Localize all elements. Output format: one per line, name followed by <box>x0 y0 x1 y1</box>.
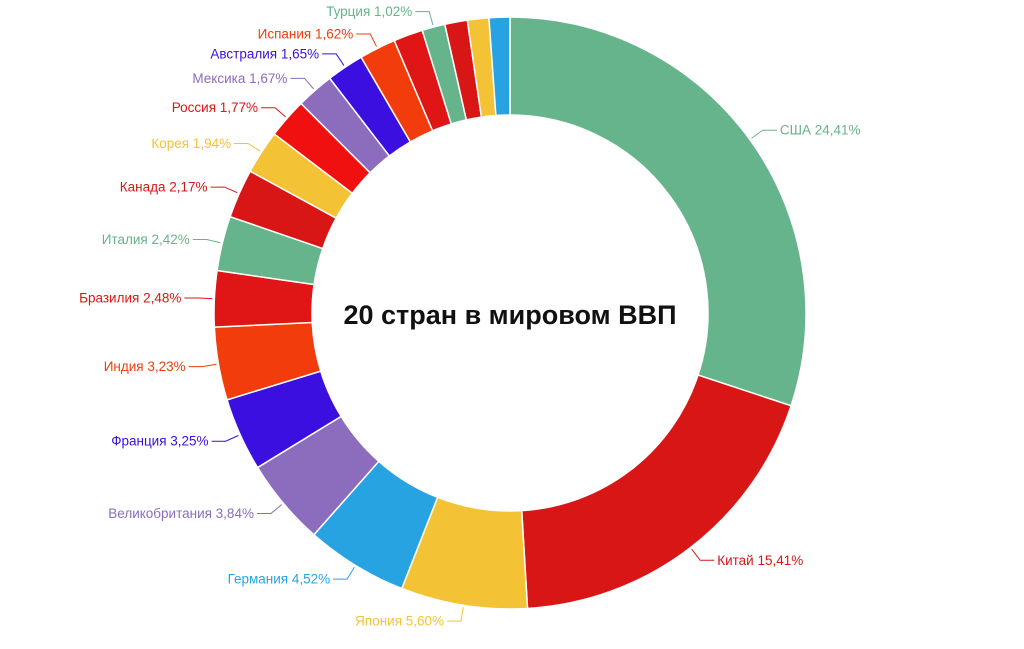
leader-indiya <box>188 363 217 368</box>
leader-velikobritaniya <box>256 504 283 515</box>
leader-turciya <box>415 11 434 26</box>
label-yaponiya: Япония 5,60% <box>355 614 444 629</box>
label-meksika: Мексика 1,67% <box>192 71 287 86</box>
leader-meksika <box>290 77 314 90</box>
label-turciya: Турция 1,02% <box>326 4 412 19</box>
label-ssha: США 24,41% <box>780 123 861 138</box>
leader-germaniya <box>333 566 355 580</box>
label-germaniya: Германия 4,52% <box>228 572 331 587</box>
leader-yaponiya <box>447 607 464 622</box>
label-italiya: Италия 2,42% <box>102 232 190 247</box>
label-kitay: Китай 15,41% <box>717 553 803 568</box>
label-franciya: Франция 3,25% <box>111 434 208 449</box>
label-koreya: Корея 1,94% <box>151 136 231 151</box>
center-title: 20 стран в мировом ВВП <box>343 300 676 330</box>
label-indiya: Индия 3,23% <box>104 359 186 374</box>
label-kanada: Канада 2,17% <box>120 180 208 195</box>
leader-kitay <box>691 548 715 561</box>
leader-avstraliya <box>322 53 345 66</box>
leader-koreya <box>234 142 261 152</box>
slice-unlabeled-19 <box>488 16 511 117</box>
label-rossiya: Россия 1,77% <box>172 100 258 115</box>
label-velikobritaniya: Великобритания 3,84% <box>108 506 254 521</box>
donut-slices <box>213 16 807 610</box>
leader-ispaniya <box>356 33 377 47</box>
leader-braziliya <box>184 297 213 300</box>
slice-kitay <box>520 374 793 610</box>
label-braziliya: Бразилия 2,48% <box>79 290 181 305</box>
slice-labels: США 24,41% Китай 15,41% Япония 5,60% Герман… <box>79 4 860 629</box>
leader-ssha <box>751 129 777 139</box>
leader-franciya <box>211 435 239 442</box>
leader-rossiya <box>261 107 286 118</box>
leader-italiya <box>192 238 221 244</box>
slice-ssha <box>509 16 807 407</box>
label-avstraliya: Австралия 1,65% <box>210 46 319 61</box>
label-leader-lines <box>184 11 777 622</box>
label-ispaniya: Испания 1,62% <box>258 27 354 42</box>
leader-kanada <box>210 186 238 194</box>
